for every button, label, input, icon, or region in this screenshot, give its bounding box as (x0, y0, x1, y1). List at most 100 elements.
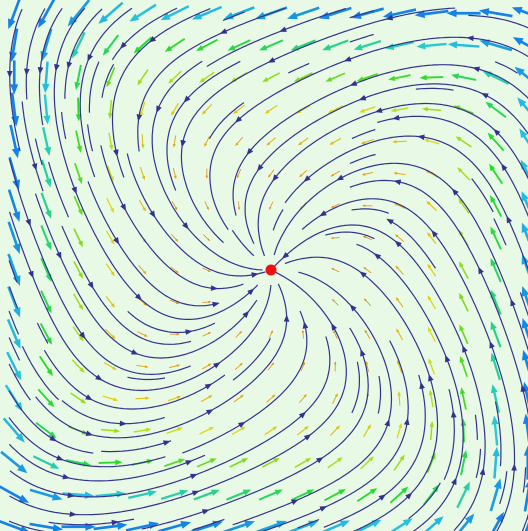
quiver-arrow (139, 167, 146, 181)
stream-arrow (506, 215, 513, 224)
quiver-arrow (40, 225, 52, 251)
quiver-arrow (35, 421, 57, 439)
quiver-arrow (395, 296, 404, 308)
streamline (34, 138, 43, 166)
quiver-arrow (266, 137, 276, 146)
stream-arrow (478, 266, 484, 275)
quiver-arrow (362, 204, 373, 208)
quiver-arrow (485, 101, 507, 119)
quiver-arrow (520, 159, 528, 177)
quiver-arrow (128, 489, 157, 500)
streamline (8, 443, 206, 482)
quiver-arrow (460, 450, 468, 476)
quiver-arrow (135, 396, 150, 400)
quiver-arrow (172, 135, 177, 148)
quiver-arrow (204, 201, 209, 211)
quiver-arrow (170, 266, 179, 274)
quiver-arrow (202, 300, 212, 304)
streamline (34, 193, 258, 359)
quiver-arrow (105, 295, 116, 308)
streamline (8, 286, 19, 309)
quiver-arrow (455, 136, 472, 148)
streamline (137, 7, 286, 152)
quiver-arrow (428, 358, 436, 375)
quiver-arrow (394, 203, 405, 209)
quiver-arrow (360, 456, 374, 470)
quiver-arrow (330, 170, 341, 177)
quiver-arrow (294, 457, 312, 468)
quiver-arrow (7, 221, 21, 254)
stream-arrow (130, 349, 139, 355)
stream-arrow (201, 509, 210, 515)
streamline (474, 414, 478, 440)
stream-arrow (360, 348, 366, 357)
stream-arrow (290, 499, 299, 505)
stream-arrow (162, 440, 171, 446)
stream-arrow (87, 53, 94, 62)
quiver-arrow (193, 489, 220, 501)
quiver-arrow (262, 72, 281, 82)
quiver-arrow (200, 395, 213, 403)
quiver-arrow (491, 415, 499, 446)
quiver-arrow (231, 426, 246, 436)
quiver-arrow (237, 168, 242, 179)
quiver-arrow (298, 393, 307, 404)
streamline (8, 337, 21, 361)
stream-arrow (303, 434, 312, 441)
quiver-arrow (514, 66, 528, 80)
streamline (166, 60, 241, 191)
stream-arrow (378, 494, 386, 501)
streamline (288, 62, 310, 74)
quiver-arrow (268, 330, 273, 339)
streamline (231, 229, 255, 257)
quiver-arrow (0, 485, 30, 503)
quiver-arrow (490, 258, 502, 283)
quiver-arrow (43, 94, 51, 125)
quiver-arrow (258, 489, 283, 501)
streamline (493, 218, 507, 246)
quiver-arrow (297, 137, 309, 146)
quiver-arrow (102, 395, 119, 402)
quiver-arrow (512, 37, 528, 47)
stream-arrow (246, 147, 254, 156)
quiver-arrow (361, 171, 373, 176)
quiver-arrow (106, 67, 116, 88)
quiver-arrow (133, 427, 152, 433)
quiver-arrow (521, 222, 528, 243)
stream-arrow (489, 340, 495, 349)
stream-arrow (385, 14, 394, 21)
quiver-arrow (458, 198, 470, 214)
quiver-arrow (71, 359, 85, 373)
stream-arrow (445, 354, 451, 363)
quiver-arrow (392, 140, 407, 144)
streamline (356, 243, 464, 531)
quiver-arrow (160, 5, 190, 21)
quiver-arrow (321, 520, 350, 531)
quiver-arrow (129, 3, 157, 22)
quiver-arrow (491, 511, 504, 531)
quiver-arrow (205, 168, 209, 179)
quiver-arrow (395, 265, 404, 275)
quiver-arrow (73, 228, 83, 248)
quiver-arrow (6, 351, 22, 381)
quiver-arrow (511, 7, 528, 15)
stream-arrow (302, 321, 309, 330)
quiver-arrow (397, 391, 401, 406)
streamline (48, 161, 70, 218)
quiver-arrow (330, 203, 340, 208)
stream-arrow (242, 310, 250, 319)
stream-arrow (148, 35, 157, 43)
quiver-arrow (95, 490, 126, 498)
quiver-arrow (40, 257, 52, 282)
streamline (53, 7, 259, 320)
stream-arrow (417, 134, 426, 141)
quiver-arrow (296, 425, 309, 436)
quiver-arrow (490, 289, 502, 315)
streamline (351, 361, 360, 414)
quiver-arrow (322, 39, 349, 51)
quiver-arrow (490, 226, 502, 250)
quiver-arrow (172, 168, 177, 180)
stream-arrow (205, 409, 214, 416)
quiver-arrow (300, 361, 305, 372)
quiver-arrow (103, 362, 117, 370)
